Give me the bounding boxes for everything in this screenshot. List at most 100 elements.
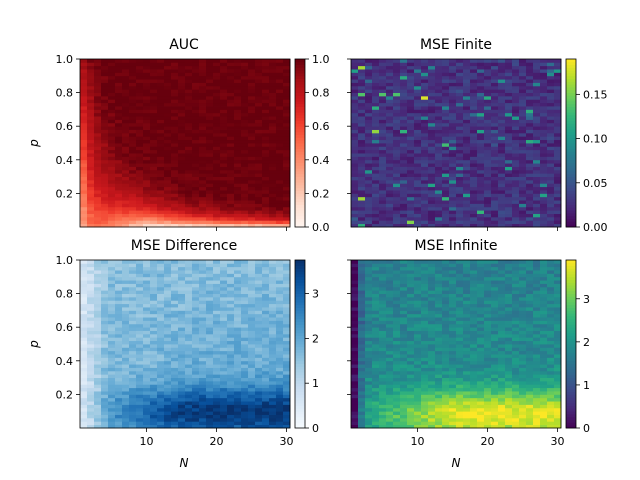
- heatmap-cell: [435, 186, 443, 191]
- heatmap-cell: [150, 102, 158, 107]
- heatmap-cell: [150, 129, 158, 134]
- colorbar-segment: [295, 402, 305, 406]
- heatmap-cell: [255, 323, 263, 328]
- heatmap-cell: [185, 424, 193, 429]
- heatmap-cell: [129, 82, 137, 87]
- heatmap-cell: [150, 333, 158, 338]
- heatmap-cell: [533, 173, 541, 177]
- heatmap-cell: [241, 286, 249, 291]
- heatmap-cell: [477, 173, 485, 177]
- heatmap-cell: [248, 109, 256, 114]
- heatmap-cell: [234, 347, 242, 352]
- heatmap-cell: [199, 216, 207, 221]
- heatmap-cell: [269, 149, 277, 154]
- heatmap-cell: [393, 196, 401, 201]
- heatmap-cell: [400, 223, 408, 228]
- heatmap-cell: [540, 183, 548, 188]
- heatmap-cell: [143, 266, 151, 271]
- heatmap-cell: [241, 146, 249, 151]
- heatmap-cell: [80, 303, 88, 308]
- heatmap-cell: [178, 69, 186, 73]
- heatmap-cell: [80, 62, 88, 67]
- heatmap-cell: [234, 190, 242, 194]
- heatmap-cell: [477, 200, 485, 204]
- heatmap-cell: [540, 79, 548, 83]
- heatmap-cell: [227, 327, 235, 331]
- heatmap-cell: [283, 216, 291, 221]
- heatmap-cell: [87, 364, 95, 368]
- heatmap-cell: [108, 169, 116, 174]
- colorbar-segment: [295, 190, 305, 194]
- heatmap-cell: [283, 384, 291, 389]
- heatmap-cell: [101, 69, 109, 73]
- heatmap-cell: [234, 327, 242, 331]
- heatmap-cell: [101, 333, 109, 338]
- heatmap-cell: [400, 159, 408, 164]
- heatmap-cell: [407, 179, 415, 184]
- heatmap-cell: [192, 310, 200, 315]
- heatmap-cell: [435, 149, 443, 154]
- heatmap-cell: [136, 62, 144, 67]
- heatmap-cell: [407, 223, 415, 228]
- colorbar-segment: [295, 159, 305, 163]
- heatmap-cell: [414, 146, 422, 151]
- heatmap-cell: [234, 59, 242, 63]
- heatmap-cell: [519, 200, 527, 204]
- heatmap-cell: [87, 59, 95, 63]
- heatmap-cell: [456, 156, 464, 161]
- heatmap-cell: [108, 69, 116, 73]
- heatmap-cell: [358, 344, 366, 348]
- heatmap-cell: [185, 223, 193, 228]
- heatmap-cell: [241, 290, 249, 294]
- heatmap-cell: [255, 280, 263, 284]
- heatmap-cell: [463, 216, 471, 221]
- heatmap-cell: [442, 196, 450, 201]
- heatmap-cell: [199, 347, 207, 352]
- heatmap-cell: [358, 156, 366, 161]
- heatmap-cell: [122, 273, 130, 278]
- heatmap-cell: [365, 213, 373, 218]
- heatmap-cell: [262, 156, 270, 161]
- heatmap-cell: [94, 193, 102, 198]
- heatmap-cell: [115, 72, 123, 77]
- heatmap-cell: [526, 173, 534, 177]
- heatmap-cell: [372, 286, 380, 291]
- heatmap-cell: [192, 337, 200, 342]
- heatmap-cell: [241, 283, 249, 288]
- heatmap-cell: [400, 176, 408, 181]
- heatmap-cell: [276, 79, 284, 83]
- heatmap-cell: [192, 344, 200, 348]
- heatmap-cell: [255, 273, 263, 278]
- heatmap-cell: [150, 72, 158, 77]
- heatmap-cell: [491, 179, 499, 184]
- heatmap-cell: [234, 129, 242, 134]
- colorbar-segment: [295, 391, 305, 395]
- heatmap-cell: [540, 62, 548, 67]
- colorbar-segment: [566, 81, 576, 85]
- heatmap-cell: [171, 414, 179, 419]
- heatmap-cell: [505, 153, 513, 157]
- heatmap-cell: [407, 210, 415, 214]
- heatmap-cell: [185, 276, 193, 281]
- heatmap-cell: [227, 143, 235, 147]
- heatmap-cell: [372, 136, 380, 141]
- heatmap-cell: [129, 417, 137, 422]
- heatmap-cell: [101, 327, 109, 331]
- colorbar-segment: [295, 374, 305, 378]
- heatmap-cell: [227, 273, 235, 278]
- heatmap-cell: [227, 136, 235, 141]
- heatmap-cell: [379, 166, 387, 171]
- heatmap-cell: [220, 350, 228, 355]
- heatmap-cell: [255, 380, 263, 385]
- colorbar-segment: [295, 89, 305, 93]
- heatmap-cell: [171, 380, 179, 385]
- heatmap-cell: [456, 99, 464, 104]
- heatmap-cell: [150, 330, 158, 335]
- heatmap-cell: [540, 119, 548, 124]
- heatmap-cell: [241, 263, 249, 268]
- heatmap-cell: [540, 163, 548, 167]
- heatmap-cell: [143, 421, 151, 426]
- heatmap-cell: [213, 159, 221, 164]
- heatmap-cell: [276, 407, 284, 412]
- heatmap-cell: [248, 143, 256, 147]
